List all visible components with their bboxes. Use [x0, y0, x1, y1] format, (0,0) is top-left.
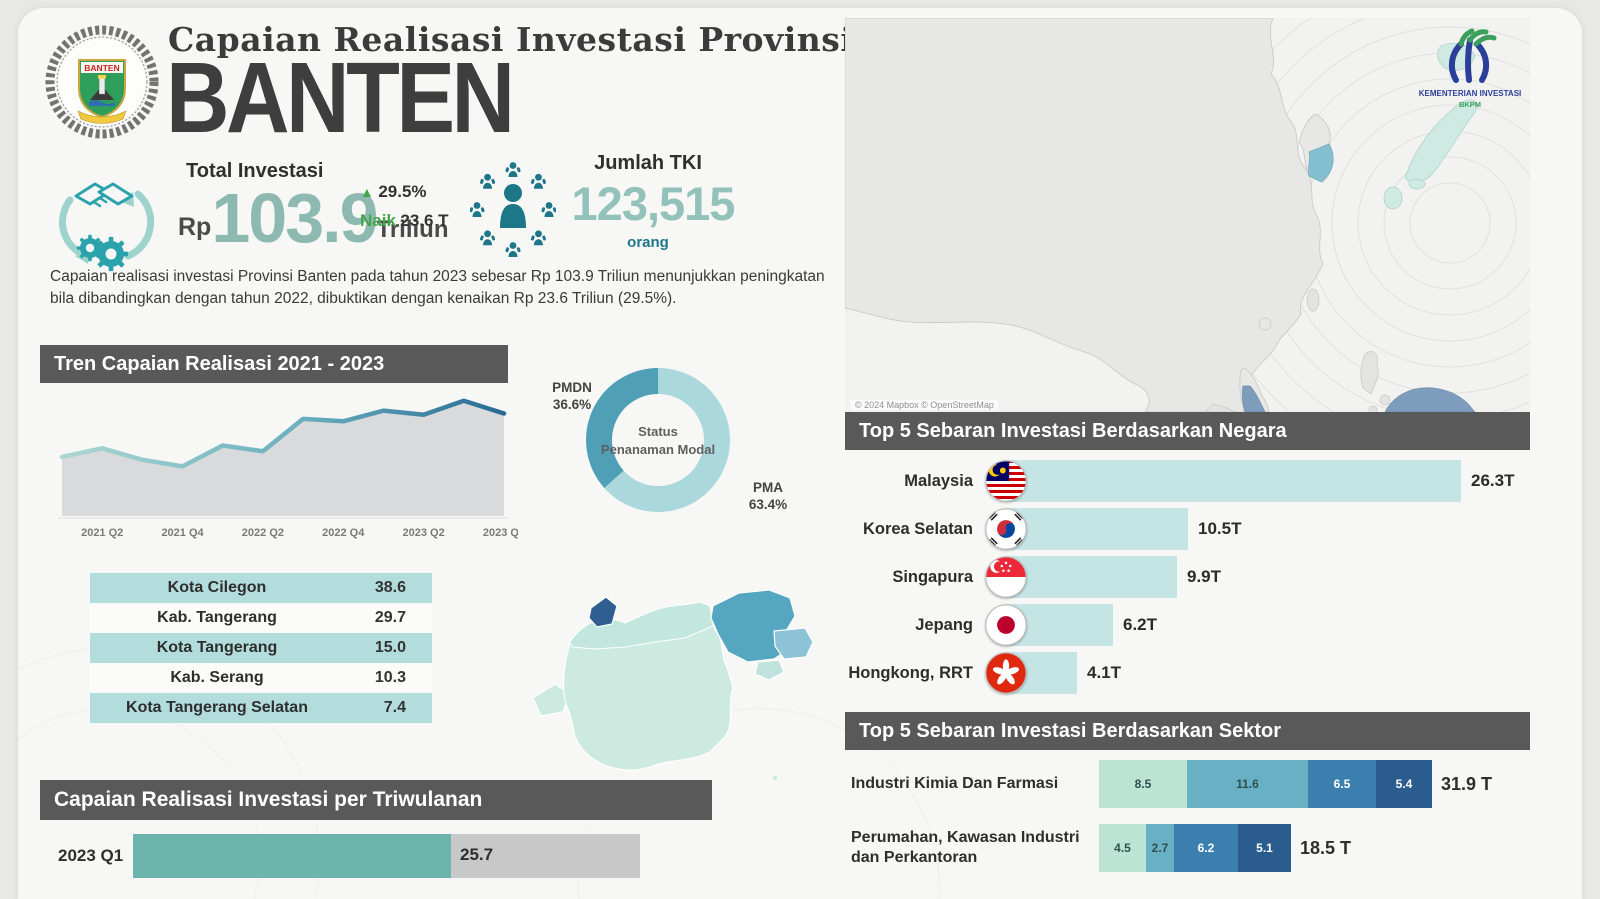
page-title: Capaian Realisasi Investasi Provinsi	[168, 20, 854, 59]
currency-prefix: Rp	[178, 213, 212, 242]
quarter-value: 25.7	[460, 845, 494, 864]
sector-segment[interactable]: 6.5	[1308, 760, 1376, 808]
table-row[interactable]: Kab. Serang 10.3	[90, 663, 432, 693]
country-label: Jepang	[915, 615, 973, 634]
pma-label: PMA	[753, 480, 783, 495]
sector-label: Perumahan, Kawasan Industri dan Perkanto…	[851, 829, 1080, 866]
status-penanaman-modal-donut[interactable]: PMDN 36.6% PMA 63.4% Status Penanaman Mo…	[528, 340, 808, 542]
country-value: 6.2T	[1123, 615, 1158, 634]
map-highlight-south-korea	[1308, 143, 1334, 183]
banten-provincial-seal: BANTEN	[44, 24, 160, 140]
country-label: Korea Selatan	[862, 519, 973, 538]
country-value: 26.3T	[1471, 471, 1515, 490]
country-value: 4.1T	[1087, 663, 1122, 682]
up-arrow-icon: ▲	[360, 184, 374, 200]
sector-total: 18.5 T	[1300, 837, 1352, 858]
total-investasi-value: Rp 103.9 Triliun	[178, 179, 449, 257]
workers-people-icon	[469, 160, 557, 262]
svg-text:2022 Q2: 2022 Q2	[242, 527, 284, 539]
table-row[interactable]: Kab. Tangerang 29.7	[90, 603, 432, 633]
flag-south-korea-icon	[985, 508, 1027, 550]
total-unit: Triliun	[376, 216, 449, 244]
map-attribution: © 2024 Mapbox © OpenStreetMap	[851, 400, 998, 410]
sector-label: Industri Kimia Dan Farmasi	[851, 775, 1059, 792]
sector-bar-row: Perumahan, Kawasan Industri dan Perkanto…	[851, 824, 1351, 872]
section-header-sektor: Top 5 Sebaran Investasi Berdasarkan Sekt…	[845, 712, 1530, 750]
sector-segment[interactable]: 2.7	[1146, 824, 1174, 872]
flag-japan-icon	[985, 604, 1027, 646]
country-bar-row: Korea Selatan	[845, 508, 1565, 550]
flag-malaysia-icon	[985, 460, 1027, 502]
country-value: 9.9T	[1187, 567, 1222, 586]
svg-text:2021 Q4: 2021 Q4	[161, 527, 204, 539]
section-header-trend: Tren Capaian Realisasi 2021 - 2023	[40, 345, 508, 383]
summary-paragraph: Capaian realisasi investasi Provinsi Ban…	[50, 268, 825, 308]
flag-hong-kong-icon	[985, 652, 1027, 694]
table-row[interactable]: Kota Tangerang Selatan 7.4	[90, 693, 432, 723]
total-value: 103.9	[211, 179, 378, 257]
asia-investment-origin-map[interactable]	[845, 18, 1530, 413]
total-investasi-label: Total Investasi	[186, 160, 324, 182]
pmdn-label: PMDN	[552, 380, 592, 395]
section-header-negara: Top 5 Sebaran Investasi Berdasarkan Nega…	[845, 412, 1530, 450]
svg-text:2022 Q4: 2022 Q4	[322, 527, 365, 539]
sector-segment[interactable]: 5.4	[1376, 760, 1432, 808]
section-header-quarterly: Capaian Realisasi Investasi per Triwulan…	[40, 780, 712, 820]
sector-segment[interactable]: 11.6	[1187, 760, 1308, 808]
quarter-bar-track: 25.7	[133, 834, 640, 878]
country-value: 10.5T	[1198, 519, 1242, 538]
delta-percent: 29.5%	[378, 182, 427, 201]
region-investment-table: Kota Cilegon 38.6 Kab. Tangerang 29.7 Ko…	[90, 573, 432, 723]
country-bar-row: Jepang 6.2T	[845, 604, 1565, 646]
map-highlight-east-malaysia	[1384, 387, 1476, 413]
country-bar[interactable]	[1006, 508, 1188, 550]
ministry-logo-line2: BKPM	[1459, 100, 1481, 109]
table-row[interactable]: Kota Tangerang 15.0	[90, 633, 432, 663]
svg-text:36.6%: 36.6%	[553, 397, 591, 412]
sector-segment[interactable]: 5.1	[1238, 824, 1291, 872]
ministry-logo-line1: KEMENTERIAN INVESTASI	[1419, 89, 1522, 98]
banten-province-choropleth-map[interactable]	[473, 546, 853, 794]
jumlah-tki-value: 123,515	[571, 177, 736, 230]
seal-banner-text: BANTEN	[84, 63, 119, 73]
svg-text:2023 Q2: 2023 Q2	[403, 527, 445, 539]
investment-handshake-icon	[48, 158, 160, 272]
jumlah-tki-label: Jumlah TKI	[594, 152, 702, 174]
country-label: Hongkong, RRT	[848, 663, 973, 682]
svg-text:2023 Q4: 2023 Q4	[483, 527, 518, 539]
country-bar-chart: Malaysia 26.3T Korea Selatan	[845, 460, 1565, 700]
jumlah-tki-unit: orang	[627, 234, 669, 251]
sector-bar-row: Industri Kimia Dan Farmasi 8.5 11.6 6.5 …	[851, 760, 1492, 808]
delta-block: ▲ 29.5% Naik 23.6 T	[360, 178, 449, 236]
delta-value: 23.6 T	[400, 210, 449, 230]
quarter-bar[interactable]	[133, 834, 451, 878]
delta-word: Naik	[360, 210, 396, 230]
country-label: Malaysia	[904, 471, 973, 490]
dashboard-card: BANTEN Capaian Realisasi Investasi Provi…	[18, 8, 1582, 899]
flag-singapore-icon	[985, 556, 1027, 598]
sector-segment[interactable]: 6.2	[1174, 824, 1238, 872]
map-highlight-japan-honshu	[1404, 99, 1478, 183]
country-bar-row: Malaysia 26.3T	[845, 460, 1565, 502]
kementerian-investasi-logo: KEMENTERIAN INVESTASI BKPM	[1406, 28, 1534, 116]
table-row[interactable]: Kota Cilegon 38.6	[90, 573, 432, 603]
country-bar-row: Singapura 9.9T	[845, 556, 1565, 598]
quarterly-bar-row: 2023 Q1 25.7	[58, 834, 640, 878]
quarter-label: 2023 Q1	[58, 846, 124, 865]
trend-area-chart[interactable]: 2021 Q2 2021 Q4 2022 Q2 2022 Q4 2023 Q2 2023 …	[48, 388, 526, 543]
sector-segment[interactable]: 8.5	[1099, 760, 1187, 808]
sector-segment[interactable]: 4.5	[1099, 824, 1146, 872]
country-bar[interactable]	[1006, 460, 1461, 502]
country-bar-row: Hongkong, RRT 4.1T	[845, 652, 1565, 694]
svg-text:2021 Q2: 2021 Q2	[81, 527, 123, 539]
svg-text:63.4%: 63.4%	[749, 497, 787, 512]
country-bar[interactable]	[1006, 556, 1177, 598]
country-label: Singapura	[892, 567, 973, 586]
province-title: BANTEN	[166, 42, 515, 154]
svg-text:Penanaman Modal: Penanaman Modal	[601, 442, 715, 457]
sector-total: 31.9 T	[1441, 773, 1493, 794]
donut-center-label: Status	[638, 424, 678, 439]
